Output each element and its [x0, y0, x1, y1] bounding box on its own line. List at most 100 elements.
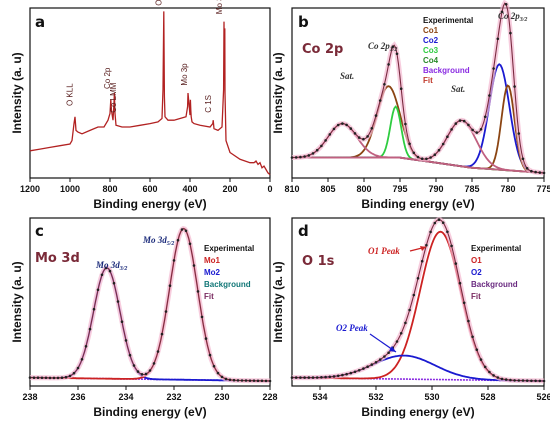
experimental-point	[362, 367, 365, 370]
legend-entry: Co3	[423, 46, 439, 55]
experimental-point	[387, 63, 390, 66]
experimental-point	[437, 218, 441, 221]
experimental-point	[429, 230, 432, 234]
experimental-point	[341, 122, 344, 125]
legend-entry: Background	[471, 280, 518, 289]
panel-a-survey: a Intensity (a. u) Binding energy (eV) 1…	[10, 0, 273, 211]
experimental-point	[378, 358, 382, 361]
legend-entry: Co4	[423, 56, 439, 65]
experimental-point	[260, 379, 264, 383]
x-ticks: 1200 1000 800 600 400 200 0	[20, 178, 273, 194]
legend-entry: Experimental	[471, 244, 521, 253]
experimental-point	[204, 337, 208, 340]
experimental-point	[315, 148, 319, 152]
series-layer	[290, 217, 546, 384]
x-tick-label: 400	[182, 184, 197, 194]
peak-annotation: Mo 3d5/2	[142, 235, 174, 247]
y-axis-label: Intensity (a. u)	[10, 261, 24, 342]
experimental-point	[433, 221, 437, 225]
y-axis-label: Intensity (a. u)	[271, 261, 285, 342]
experimental-point	[374, 114, 378, 117]
experimental-point	[100, 273, 104, 277]
experimental-point	[496, 376, 500, 379]
experimental-point	[353, 132, 357, 135]
panel-title: Co 2p	[302, 42, 343, 57]
y-axis-label: Intensity (a. u)	[271, 52, 285, 133]
experimental-point	[44, 376, 48, 380]
experimental-point	[408, 142, 411, 146]
experimental-point	[404, 321, 407, 325]
experimental-point	[132, 364, 136, 367]
experimental-point	[467, 319, 470, 323]
experimental-point	[357, 136, 361, 139]
experimental-point	[294, 376, 298, 379]
peak-annotation-subscript: 3/2	[119, 266, 128, 272]
annotation-layer: Mo 3d3/2 Mo 3d5/2	[95, 235, 174, 272]
experimental-point	[408, 308, 411, 312]
x-ticks: 238 236 234 232 230 228	[22, 386, 278, 402]
x-ticks: 534 532 530 528 526	[312, 386, 550, 402]
x-tick-label: 795	[392, 184, 407, 194]
x-tick-label: 600	[142, 184, 157, 194]
legend-entry: Background	[204, 280, 251, 289]
experimental-point	[504, 3, 508, 6]
experimental-point	[28, 376, 32, 379]
peak-annotation: Mo 3d	[215, 0, 224, 14]
experimental-point	[462, 119, 466, 123]
x-axis-label: Binding energy (eV)	[361, 405, 474, 419]
experimental-point	[437, 148, 441, 152]
experimental-point	[471, 128, 474, 132]
legend-entry: Co2	[423, 36, 439, 45]
experimental-point	[416, 155, 420, 159]
experimental-point	[399, 332, 403, 335]
legend-entry: O2	[471, 268, 482, 277]
experimental-point	[320, 144, 323, 148]
panel-letter: c	[35, 222, 44, 240]
experimental-point	[294, 156, 298, 159]
experimental-point	[224, 377, 228, 381]
x-tick-label: 0	[267, 184, 272, 194]
experimental-point	[383, 355, 386, 358]
peak-annotation-subscript: 1/2	[390, 47, 398, 53]
experimental-point	[429, 156, 432, 159]
x-tick-label: 232	[166, 392, 181, 402]
peak-annotation-subscript: 3/2	[519, 17, 528, 23]
x-axis-label: Binding energy (eV)	[93, 197, 206, 211]
experimental-point	[404, 122, 407, 126]
experimental-point	[500, 377, 504, 381]
peak-annotation: Co LMM	[109, 82, 118, 113]
x-axis-label: Binding energy (eV)	[361, 197, 474, 211]
experimental-point	[116, 300, 120, 303]
experimental-point	[264, 379, 268, 383]
experimental-point	[328, 133, 332, 136]
experimental-point	[446, 230, 449, 234]
experimental-point	[538, 171, 542, 174]
plot-frame	[29, 217, 271, 387]
experimental-point	[196, 290, 200, 293]
x-axis-label: Binding energy (eV)	[93, 405, 206, 419]
peak-annotation: Sat.	[451, 84, 465, 94]
x-tick-label: 800	[102, 184, 117, 194]
experimental-point	[200, 315, 204, 319]
experimental-point	[268, 379, 272, 383]
experimental-point	[488, 370, 491, 374]
experimental-point	[236, 379, 240, 382]
experimental-point	[345, 372, 348, 376]
experimental-point	[534, 170, 537, 174]
experimental-point	[328, 375, 332, 379]
experimental-point	[80, 358, 84, 361]
x-tick-label: 230	[214, 392, 229, 402]
x-tick-label: 780	[500, 184, 515, 194]
o2-peak-arrowhead	[389, 346, 396, 352]
experimental-point	[492, 67, 495, 70]
experimental-point	[144, 372, 148, 376]
panel-letter: d	[298, 222, 309, 240]
experimental-point	[311, 152, 315, 155]
experimental-point	[496, 37, 500, 41]
experimental-point	[458, 281, 462, 285]
experimental-point	[370, 127, 374, 130]
experimental-point	[332, 375, 336, 378]
peak-annotation: C 1S	[204, 95, 213, 113]
experimental-point	[374, 361, 378, 364]
